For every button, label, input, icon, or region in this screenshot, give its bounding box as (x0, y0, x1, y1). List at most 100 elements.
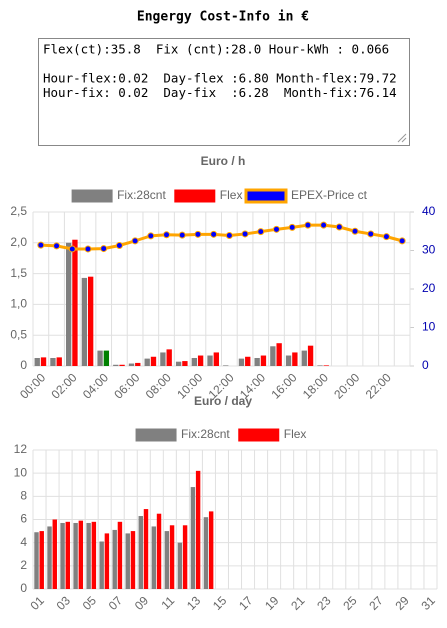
x-tick-label: 16:00 (268, 370, 299, 401)
legend-label: Flex (284, 427, 307, 441)
bar (254, 357, 260, 366)
y2-tick-label: 20 (422, 281, 436, 295)
bar (47, 526, 52, 589)
bar (191, 357, 197, 366)
x-tick-label: 15 (210, 593, 230, 613)
bar (104, 533, 110, 589)
x-tick-label: 18:00 (300, 370, 331, 401)
price-point (304, 221, 312, 229)
y-tick-label: 12 (14, 442, 28, 456)
x-tick-label: 07 (106, 593, 126, 613)
bar (195, 470, 201, 589)
x-tick-label: 00:00 (17, 370, 48, 401)
bar (245, 356, 251, 366)
y-tick-label: 6 (20, 512, 27, 526)
bar (99, 541, 104, 589)
page-title: Engergy Cost-Info in € (137, 10, 309, 25)
bar (292, 352, 298, 366)
info-line: Hour-fix: 0.02 Day-fix :6.28 Month-fix:7… (43, 85, 397, 100)
y-tick-label: 1,0 (10, 297, 27, 311)
price-point (68, 245, 76, 253)
bar (177, 542, 183, 589)
x-tick-label: 05 (80, 593, 100, 613)
price-point (131, 237, 139, 245)
bar (78, 520, 84, 589)
x-tick-label: 13 (184, 593, 204, 613)
bar (130, 531, 136, 589)
price-point (351, 227, 359, 235)
bar (81, 277, 88, 366)
bar (34, 532, 39, 589)
bar (164, 531, 170, 589)
y-tick-label: 4 (20, 535, 27, 549)
bar (213, 352, 219, 366)
price-point (194, 230, 202, 238)
bar (65, 521, 71, 589)
bar (160, 352, 166, 366)
bar (117, 521, 123, 589)
legend-label: Flex (220, 188, 243, 202)
x-tick-label: 31 (419, 593, 439, 613)
bar (40, 357, 47, 366)
bar (169, 525, 175, 589)
x-tick-label: 19 (262, 593, 282, 613)
x-tick-label: 08:00 (143, 370, 174, 401)
y-tick-label: 0 (20, 581, 27, 595)
bar (197, 355, 204, 366)
bar (307, 345, 314, 366)
bar (128, 363, 135, 366)
x-tick-label: 17 (236, 593, 256, 613)
x-tick-label: 29 (392, 593, 412, 613)
x-tick-label: 21 (288, 593, 308, 613)
legend-swatch (244, 188, 288, 204)
bar (238, 358, 245, 366)
bar (119, 364, 125, 366)
bar (50, 357, 56, 366)
bar (260, 355, 267, 366)
bar (143, 509, 149, 589)
bar (276, 343, 282, 366)
legend-swatch (238, 428, 280, 442)
bar (135, 362, 141, 366)
x-tick-label: 22:00 (363, 370, 394, 401)
x-tick-label: 25 (340, 593, 360, 613)
bar (86, 522, 91, 589)
y-tick-label: 10 (14, 465, 28, 479)
bar (301, 350, 307, 366)
bar (144, 358, 150, 366)
bar (34, 357, 40, 366)
price-point (115, 241, 123, 249)
y2-tick-label: 0 (422, 358, 429, 372)
bar (138, 516, 143, 589)
y-tick-label: 2,0 (10, 235, 27, 249)
bar (270, 346, 276, 366)
bar (156, 513, 162, 589)
price-point (37, 241, 45, 249)
bar (150, 356, 157, 366)
text-area[interactable] (38, 38, 410, 146)
price-point (225, 231, 233, 239)
price-point (147, 232, 155, 240)
y2-tick-label: 30 (422, 243, 436, 257)
price-point (257, 228, 265, 236)
price-point (320, 221, 328, 229)
price-point (178, 231, 186, 239)
bar (97, 350, 103, 366)
resize-handle (397, 133, 407, 143)
price-point (398, 237, 406, 245)
bar (208, 511, 214, 589)
bar (223, 365, 229, 366)
x-tick-label: 09 (132, 593, 152, 613)
bar (39, 531, 44, 589)
price-point (210, 230, 218, 238)
bar (65, 242, 72, 366)
bar (175, 361, 182, 366)
legend-swatch (71, 189, 113, 203)
x-tick-label: 06:00 (111, 370, 142, 401)
info-line: Flex(ct):35.8 Fix (cnt):28.0 Hour-kWh : … (43, 42, 389, 57)
legend-label: Fix:28cnt (181, 427, 230, 441)
bar (285, 355, 292, 366)
y-tick-label: 8 (20, 489, 27, 503)
x-tick-label: 04:00 (80, 370, 111, 401)
y-tick-label: 2,5 (10, 204, 27, 218)
